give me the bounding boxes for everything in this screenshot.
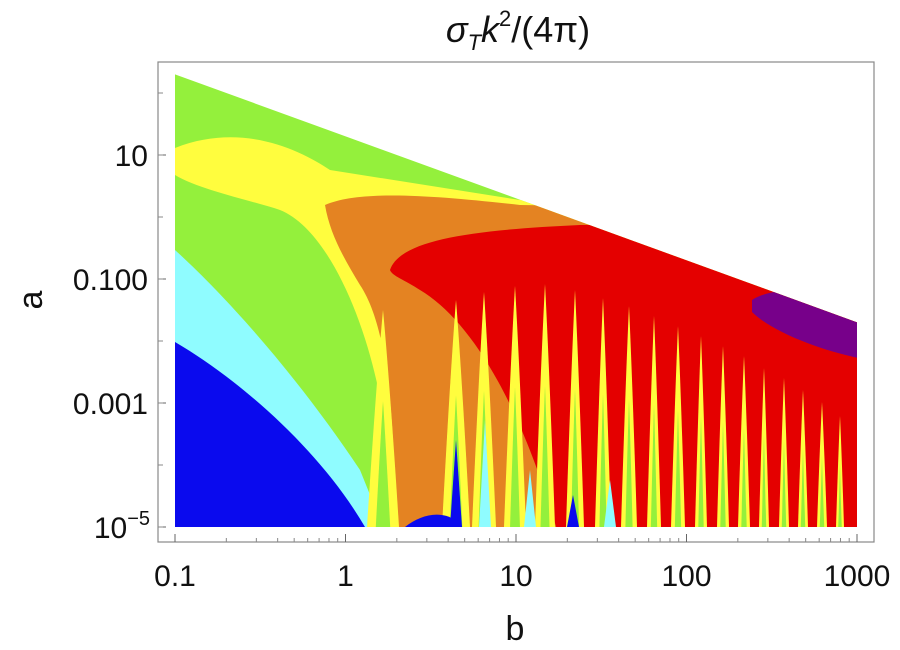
- x-axis-label: b: [506, 610, 525, 648]
- fringe-green-17: [838, 462, 842, 527]
- fringe-green-13: [761, 434, 767, 527]
- y-tick-label-2: 0.100: [73, 264, 148, 297]
- band-blue: [175, 342, 365, 527]
- fringe-green-7: [625, 398, 633, 527]
- x-tick-label-3: 100: [661, 560, 711, 593]
- fringe-green-12: [741, 427, 747, 527]
- contour-bands: [175, 74, 857, 527]
- fringe-green-8: [650, 404, 658, 527]
- fringe-green-6: [599, 394, 607, 527]
- y-tick-label-0: 10−5: [94, 508, 150, 545]
- fringe-green-5: [570, 389, 580, 527]
- fringe-green-10: [698, 416, 704, 527]
- y-tick-label-3: 10: [115, 140, 148, 173]
- fringe-green-4: [540, 386, 550, 527]
- fringe-green-14: [781, 440, 787, 527]
- fringe-green-16: [819, 454, 825, 527]
- cusp-1: [479, 420, 491, 527]
- x-tick-label-0: 0.1: [154, 560, 196, 593]
- fringe-green-11: [720, 422, 726, 527]
- y-tick-label-1: 0.001: [73, 388, 148, 421]
- x-axis: 0.1 1 10 100 1000: [154, 534, 890, 593]
- cusp-0: [450, 440, 462, 527]
- cusp-2: [524, 470, 536, 527]
- cusp-3: [567, 495, 579, 527]
- fringe-green-3: [510, 387, 520, 527]
- fringe-green-0: [375, 401, 391, 527]
- x-tick-label-4: 1000: [824, 560, 891, 593]
- x-tick-label-1: 1: [337, 560, 354, 593]
- fringe-green-9: [674, 410, 682, 527]
- y-axis-label: a: [12, 290, 50, 309]
- fringe-green-15: [800, 447, 806, 527]
- y-axis: 10−5 0.001 0.100 10: [73, 92, 166, 545]
- x-tick-label-2: 10: [499, 560, 532, 593]
- band-blue-small: [405, 514, 460, 527]
- chart-title: σTk2/(4π): [446, 6, 590, 55]
- cusp-4: [604, 480, 616, 527]
